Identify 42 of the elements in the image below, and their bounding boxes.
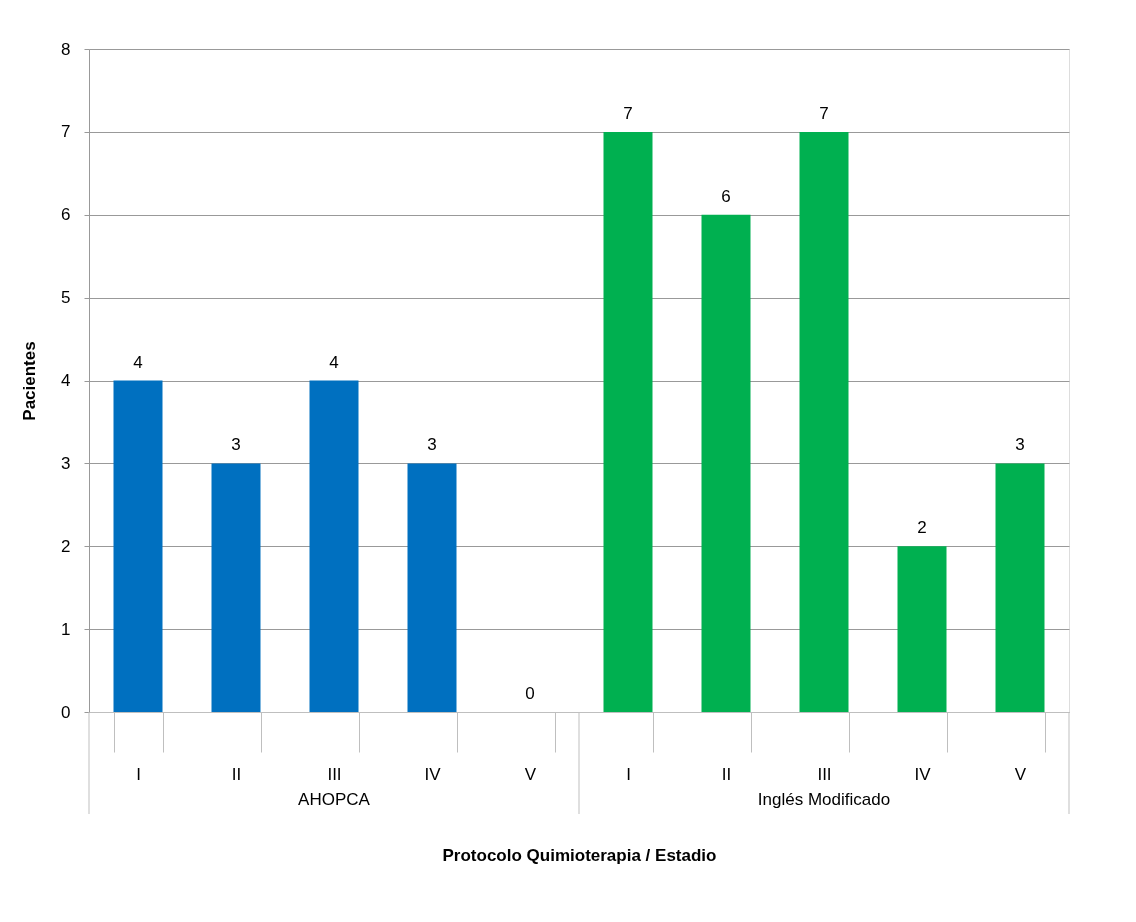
y-tick-label: 3 — [61, 453, 71, 473]
text: AHOPCA — [298, 790, 371, 809]
data-label: 7 — [623, 103, 633, 123]
data-label: 3 — [1015, 435, 1025, 455]
bar — [995, 463, 1045, 712]
x-tick-label: I — [136, 764, 141, 784]
x-tick-label: IV — [914, 764, 932, 784]
x-tick-label: II — [721, 764, 732, 784]
bar — [799, 131, 849, 712]
x-tick-label: III — [817, 764, 832, 784]
data-label: 6 — [721, 186, 731, 206]
x-tick-label: IV — [424, 764, 442, 784]
y-tick-label: 5 — [61, 288, 71, 308]
data-label: 7 — [819, 103, 829, 123]
y-tick-label: 0 — [61, 702, 71, 722]
y-tick-label: 2 — [61, 536, 71, 556]
data-label: 4 — [329, 352, 339, 372]
y-tick-label: 1 — [61, 619, 71, 639]
x-tick-label: I — [626, 764, 631, 784]
data-label: 0 — [525, 684, 535, 703]
x-tick-label: V — [1014, 764, 1027, 784]
y-tick-label: 4 — [61, 371, 71, 390]
x-axis-title: Protocolo Quimioterapia / Estadio — [442, 845, 717, 865]
bar — [309, 380, 359, 712]
bar — [407, 463, 457, 712]
y-axis-title: Pacientes — [20, 341, 40, 421]
y-tick-label: 7 — [61, 122, 71, 142]
x-tick-label: II — [231, 764, 242, 784]
bar — [603, 131, 653, 712]
x-tick-label: III — [327, 764, 342, 784]
data-label: 3 — [427, 435, 437, 455]
data-label: 4 — [133, 352, 143, 372]
data-label: 3 — [231, 435, 241, 455]
bar — [897, 546, 947, 712]
bar — [211, 463, 261, 712]
data-label: 2 — [917, 518, 927, 538]
y-tick-label: 8 — [61, 39, 71, 59]
bar — [701, 214, 751, 712]
x-tick-label: V — [524, 764, 537, 784]
text: Inglés Modificado — [757, 790, 891, 809]
bar — [113, 380, 163, 712]
y-tick-label: 6 — [61, 205, 71, 225]
